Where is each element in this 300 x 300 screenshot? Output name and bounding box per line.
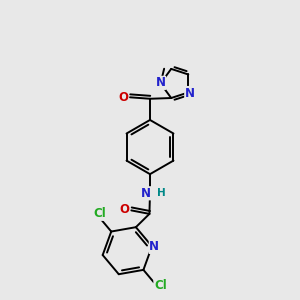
Text: H: H: [157, 188, 166, 198]
Text: Cl: Cl: [94, 207, 106, 220]
Text: O: O: [120, 203, 130, 216]
Text: Cl: Cl: [154, 279, 167, 292]
Text: N: N: [185, 86, 195, 100]
Text: O: O: [118, 91, 128, 104]
Text: N: N: [149, 240, 159, 254]
Text: N: N: [156, 76, 166, 89]
Text: N: N: [141, 187, 151, 200]
